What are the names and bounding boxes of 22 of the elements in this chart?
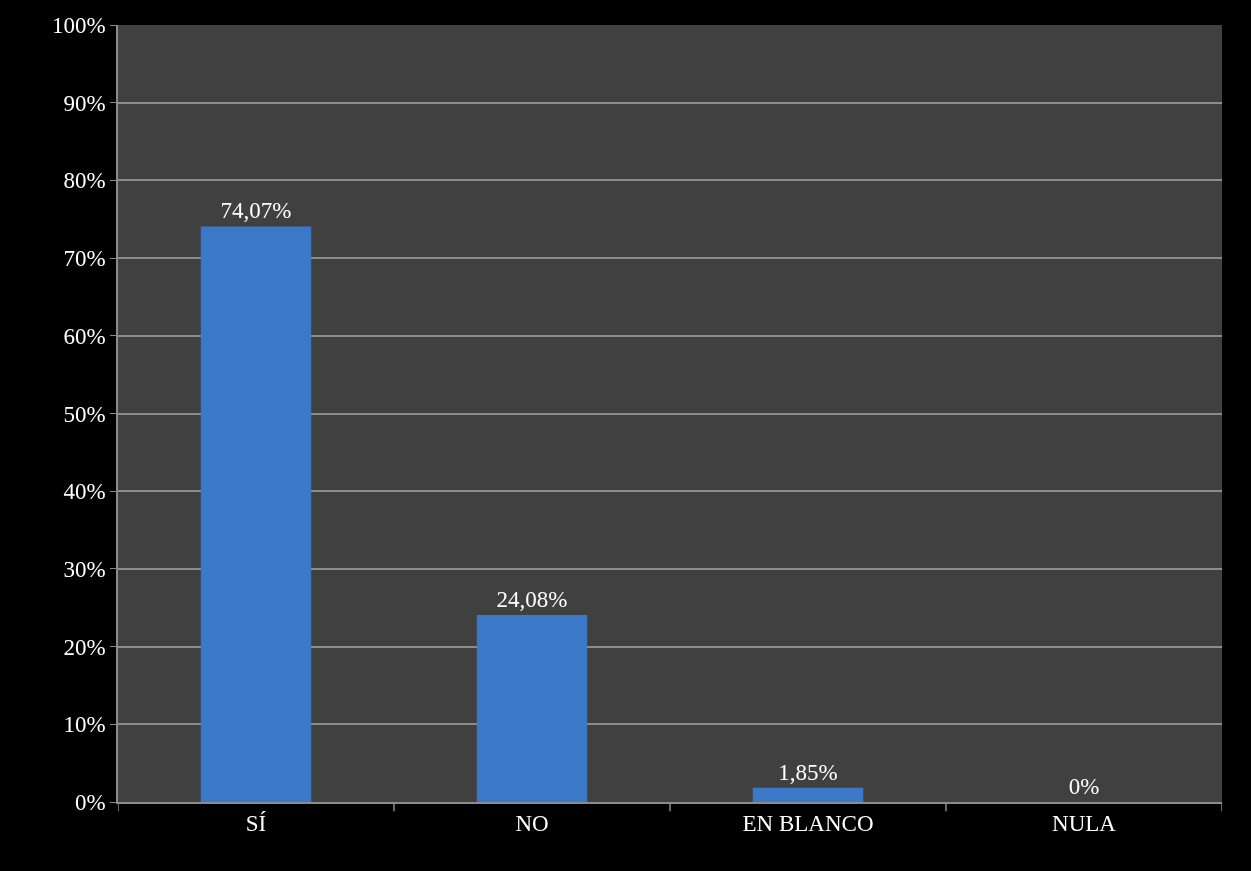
y-tick-label: 70% (63, 246, 106, 272)
y-tick-label: 100% (51, 13, 106, 39)
data-label: 1,85% (778, 759, 838, 785)
y-tick-label: 80% (63, 168, 106, 194)
x-tick-label: NO (515, 811, 549, 837)
y-tick-label: 10% (63, 712, 106, 738)
x-tick-label: SÍ (245, 811, 267, 837)
data-label: 0% (1068, 774, 1100, 799)
y-tick-label: 60% (63, 323, 106, 349)
data-label: 24,08% (496, 586, 568, 612)
y-tick-label: 50% (63, 401, 106, 427)
y-tick-label: 30% (63, 556, 106, 582)
data-label: 74,07% (220, 198, 292, 224)
bar (752, 787, 864, 802)
x-tick-label: EN BLANCO (742, 811, 874, 837)
y-tick-label: 90% (63, 90, 106, 116)
y-tick-label: 20% (63, 634, 106, 660)
bar (476, 614, 588, 802)
x-tick-label: NULA (1052, 811, 1117, 837)
y-tick-label: 40% (63, 479, 106, 505)
y-tick-label: 0% (74, 790, 106, 816)
bar (200, 226, 312, 802)
